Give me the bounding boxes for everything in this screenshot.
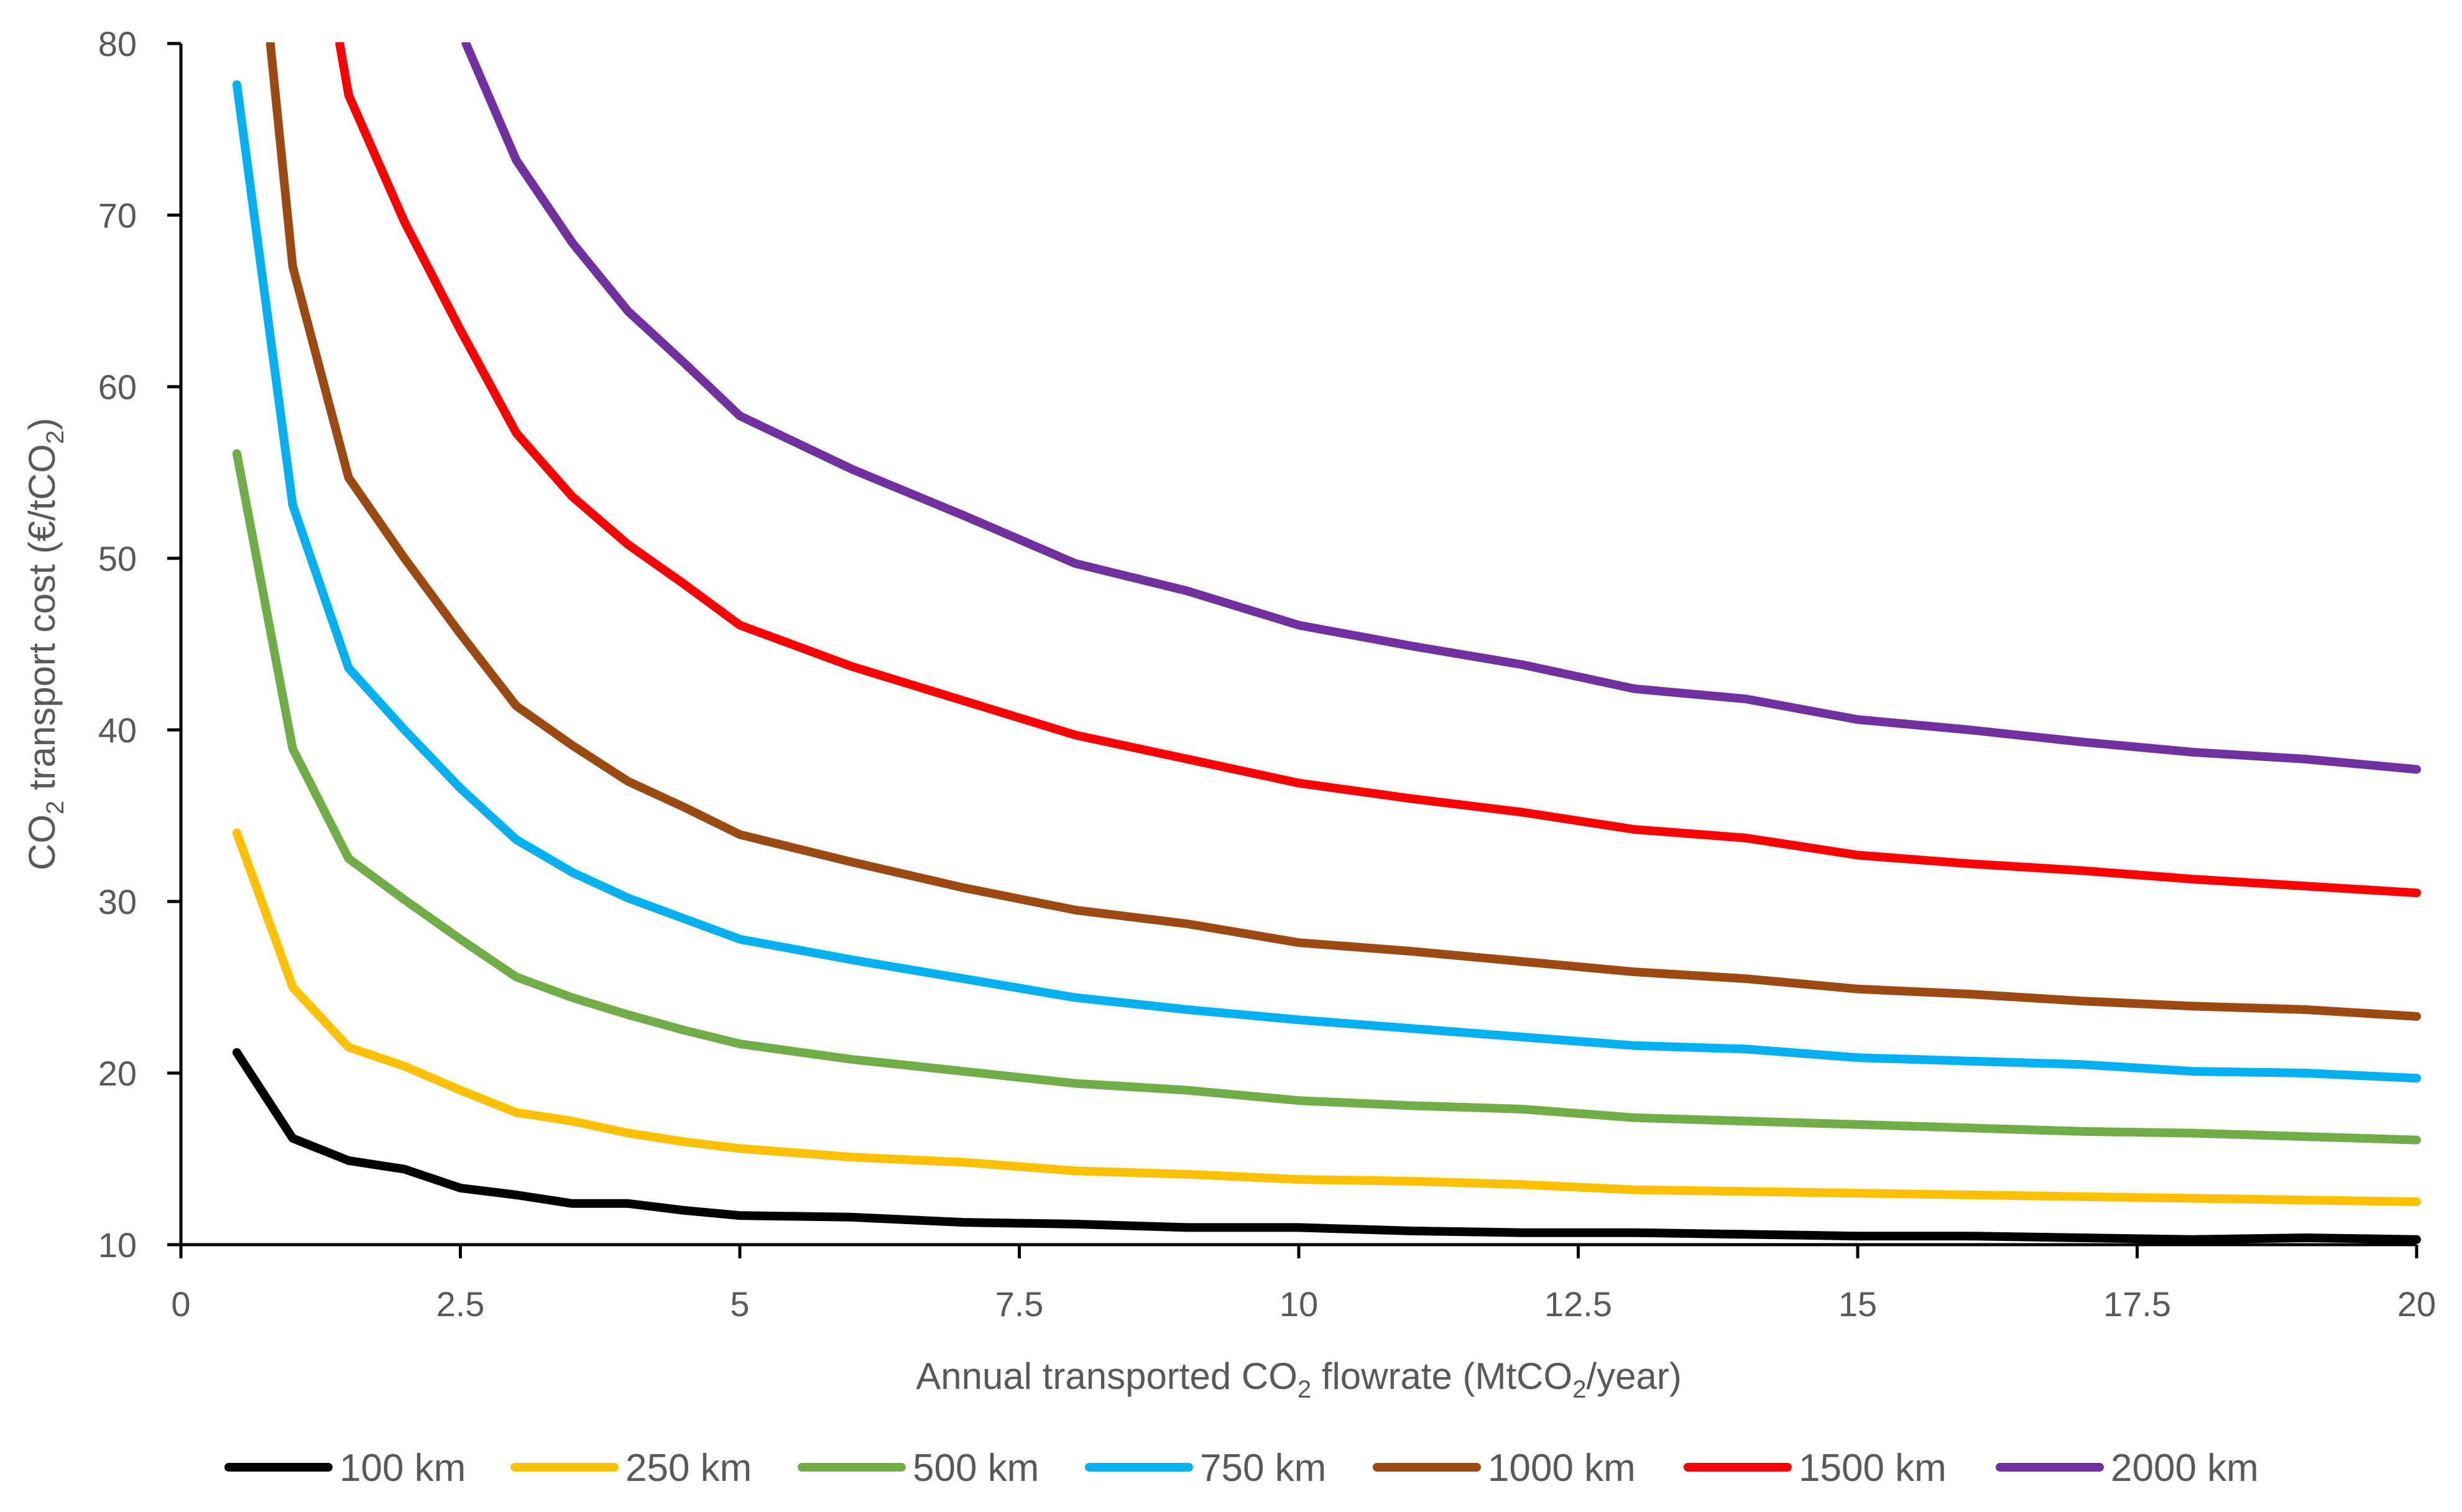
y-tick-label: 80 xyxy=(98,24,137,63)
x-ticks: 0 2.5 5 7.5 10 12.5 15 17.5 20 xyxy=(171,1245,2436,1324)
y-tick-label: 20 xyxy=(98,1054,137,1093)
plot-lines xyxy=(232,42,2421,1244)
x-tick-label: 7.5 xyxy=(995,1284,1044,1324)
legend-label: 250 km xyxy=(625,1447,752,1490)
y-tick-label: 70 xyxy=(98,196,137,235)
series-line-2000-km xyxy=(461,42,2421,774)
x-tick-label: 2.5 xyxy=(436,1284,485,1324)
y-ticks: 10 20 30 40 50 60 70 80 xyxy=(98,24,181,1265)
series-line-1000-km xyxy=(265,42,2421,1021)
y-tick-label: 30 xyxy=(98,882,137,921)
x-tick-label: 10 xyxy=(1279,1284,1318,1324)
legend-label: 1500 km xyxy=(1799,1447,1947,1490)
x-tick-label: 0 xyxy=(171,1284,190,1324)
y-tick-label: 10 xyxy=(98,1225,137,1265)
series-line-500-km xyxy=(232,449,2421,1145)
legend-label: 500 km xyxy=(913,1447,1039,1490)
legend-label: 750 km xyxy=(1200,1447,1326,1490)
y-axis-title: CO2 transport cost (€/tCO2) xyxy=(21,418,69,870)
legend: 100 km 250 km 500 km 750 km 1000 km 1500 km 20… xyxy=(224,1447,2259,1490)
x-tick-label: 12.5 xyxy=(1544,1284,1612,1324)
legend-label: 1000 km xyxy=(1488,1447,1636,1490)
series-line-1500-km xyxy=(335,42,2421,898)
series-line-750-km xyxy=(232,80,2421,1083)
x-tick-label: 5 xyxy=(730,1284,749,1324)
x-axis-title: Annual transported CO2 flowrate (MtCO2/y… xyxy=(916,1355,1682,1403)
x-tick-label: 17.5 xyxy=(2103,1284,2171,1324)
x-tick-label: 15 xyxy=(1838,1284,1877,1324)
series-line-100-km xyxy=(232,1048,2421,1244)
series-line-250-km xyxy=(232,828,2421,1206)
legend-label: 100 km xyxy=(339,1447,466,1490)
y-tick-label: 50 xyxy=(98,539,137,578)
y-tick-label: 40 xyxy=(98,711,137,750)
y-tick-label: 60 xyxy=(98,367,137,407)
x-tick-label: 20 xyxy=(2397,1284,2436,1324)
legend-label: 2000 km xyxy=(2111,1447,2259,1490)
